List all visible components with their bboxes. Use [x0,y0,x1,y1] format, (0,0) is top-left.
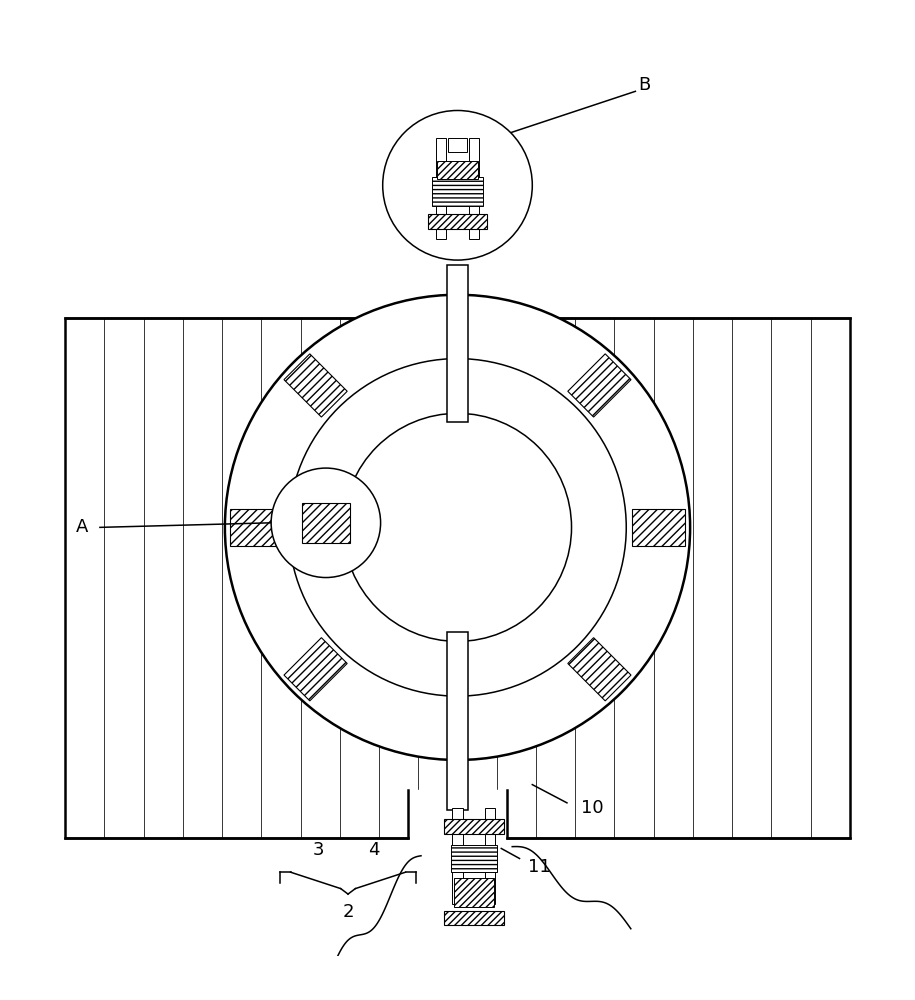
Bar [428,214,487,229]
Bar [432,177,483,206]
Text: 4: 4 [368,841,380,859]
Text: A: A [75,518,88,536]
Circle shape [289,359,626,696]
Bar [302,503,350,543]
Text: 2: 2 [342,903,354,921]
Bar [284,638,347,701]
Bar [437,161,478,179]
Bar [448,138,467,152]
Bar [451,845,497,872]
Bar [568,638,631,701]
Text: 10: 10 [581,799,604,817]
Bar [436,138,447,239]
Bar [447,265,468,422]
Text: B: B [639,76,651,94]
Bar [65,318,850,838]
Text: 11: 11 [528,858,551,876]
Bar [631,509,684,546]
Bar [468,138,479,239]
Bar [231,509,284,546]
Bar [453,808,462,904]
Bar [445,819,503,834]
Bar [447,632,468,810]
Bar [284,354,347,417]
Circle shape [382,110,533,260]
Circle shape [225,295,690,760]
Bar [568,354,631,417]
Bar [485,808,495,904]
Text: 3: 3 [313,841,325,859]
Bar [445,910,503,925]
Bar [454,878,494,907]
Circle shape [271,468,381,578]
Circle shape [343,413,572,641]
